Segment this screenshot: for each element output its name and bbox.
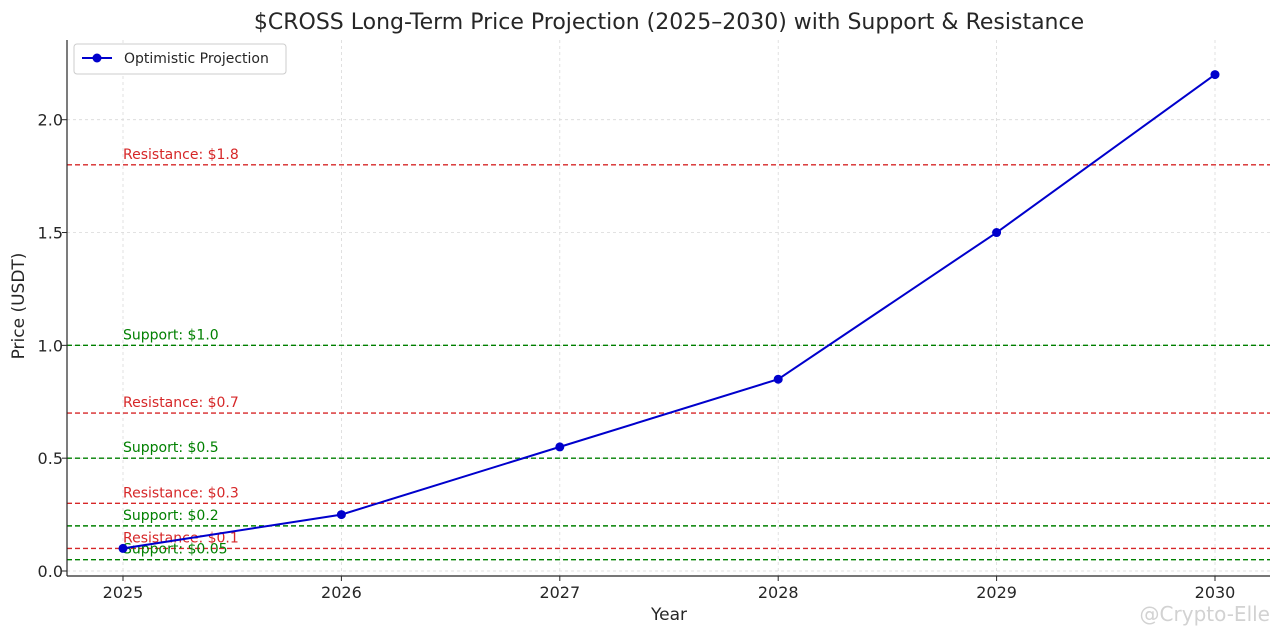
series-layer <box>118 70 1220 553</box>
data-point <box>336 510 346 520</box>
resistance-label: Resistance: $1.8 <box>123 147 239 163</box>
series-line <box>122 73 1216 550</box>
support-label: Support: $0.5 <box>123 440 219 456</box>
y-tick-label: 2.0 <box>38 111 63 130</box>
support-label: Support: $1.0 <box>123 327 219 343</box>
chart-title: $CROSS Long-Term Price Projection (2025–… <box>254 10 1084 35</box>
data-point <box>1210 70 1220 80</box>
grid <box>67 40 1270 576</box>
x-axis-label: Year <box>650 605 687 625</box>
watermark: @Crypto-Elle <box>1139 602 1270 626</box>
x-tick-label: 2025 <box>103 583 144 602</box>
support-label: Support: $0.05 <box>123 542 228 558</box>
legend-box <box>73 43 287 75</box>
legend-entry-optimistic: Optimistic Projection <box>124 51 269 67</box>
data-point <box>992 228 1002 238</box>
y-tick-label: 0.5 <box>38 449 63 468</box>
y-tick-label: 1.5 <box>38 224 63 243</box>
y-axis-label: Price (USDT) <box>9 253 29 360</box>
x-tick-label: 2026 <box>321 583 362 602</box>
data-point <box>555 442 565 452</box>
resistance-label: Resistance: $0.7 <box>123 395 239 411</box>
legend: Optimistic Projection <box>73 43 287 75</box>
x-tick-label: 2027 <box>539 583 580 602</box>
resistance-label: Resistance: $0.3 <box>123 485 239 501</box>
y-tick-label: 0.0 <box>38 562 63 581</box>
y-tick-label: 1.0 <box>38 336 63 355</box>
axes: 2025 2026 2027 2028 2029 2030 0.0 0.5 1.0 1.5 2.0 <box>38 40 1270 602</box>
data-point <box>773 374 783 384</box>
x-tick-label: 2030 <box>1195 583 1236 602</box>
legend-marker-icon <box>92 53 102 63</box>
x-tick-label: 2028 <box>758 583 799 602</box>
support-label: Support: $0.2 <box>123 508 219 524</box>
x-tick-label: 2029 <box>976 583 1017 602</box>
data-point <box>118 543 128 553</box>
